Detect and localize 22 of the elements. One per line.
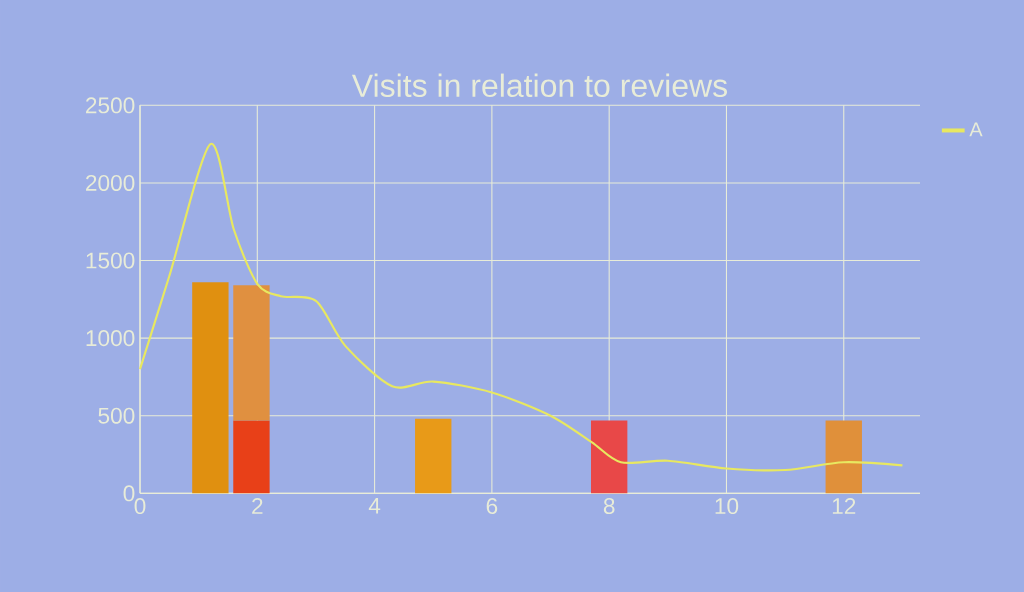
bar [415, 418, 452, 494]
x-tick-label: 10 [715, 498, 739, 515]
y-tick-label: 1000 [86, 330, 135, 347]
bar [591, 420, 628, 494]
bar [233, 285, 270, 421]
bar [825, 420, 862, 494]
y-tick-label: 2500 [86, 97, 135, 114]
legend-label: A [969, 122, 983, 137]
x-tick-label: 6 [486, 498, 498, 515]
x-tick-label: 12 [832, 498, 856, 514]
chart-title: Visits in relation to reviews [351, 73, 727, 98]
x-tick-label: 0 [134, 498, 146, 515]
x-tick-label: 4 [368, 498, 381, 514]
x-tick-label: 2 [252, 498, 263, 514]
bar [233, 420, 270, 494]
x-tick-label: 8 [603, 498, 615, 515]
line-series [138, 143, 904, 472]
y-tick-label: 0 [123, 485, 135, 502]
y-tick-label: 2000 [86, 174, 135, 191]
bar [192, 282, 229, 494]
y-tick-label: 1500 [86, 252, 135, 269]
y-tick-label: 500 [98, 407, 135, 424]
